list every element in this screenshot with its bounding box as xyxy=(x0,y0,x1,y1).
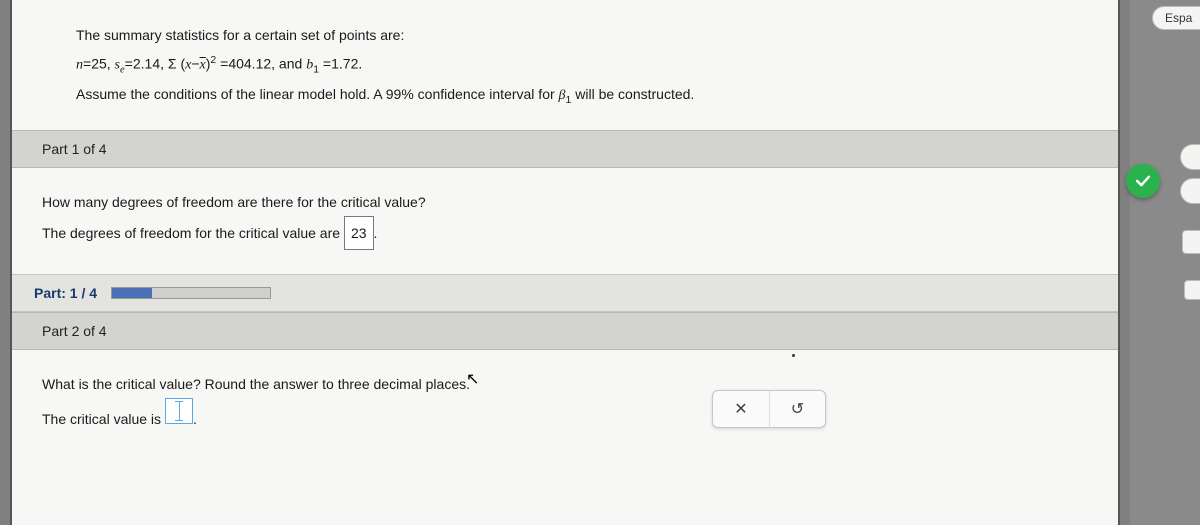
intro-line-3: Assume the conditions of the linear mode… xyxy=(76,83,1054,110)
clear-button[interactable]: ✕ xyxy=(713,391,769,427)
reset-button[interactable]: ↺ xyxy=(769,391,825,427)
intro-line-2: n=25, se=2.14, Σ (x−x)2 =404.12, and b1 … xyxy=(76,52,1054,79)
dot xyxy=(792,354,795,357)
question-page: The summary statistics for a certain set… xyxy=(10,0,1120,525)
part-1-header: Part 1 of 4 xyxy=(12,130,1118,168)
problem-statement: The summary statistics for a certain set… xyxy=(12,0,1118,130)
part-1-body: How many degrees of freedom are there fo… xyxy=(12,168,1118,274)
rail-button-1[interactable] xyxy=(1180,144,1200,170)
progress-row: Part: 1 / 4 xyxy=(12,274,1118,312)
rail-button-3[interactable] xyxy=(1182,230,1200,254)
rail-button-2[interactable] xyxy=(1180,178,1200,204)
part-1-answer-input[interactable]: 23 xyxy=(344,216,374,250)
correct-check-badge xyxy=(1126,164,1160,198)
x-icon: ✕ xyxy=(734,399,747,419)
part-1-question: How many degrees of freedom are there fo… xyxy=(42,188,1088,216)
part-1-answer-line: The degrees of freedom for the critical … xyxy=(42,216,1088,250)
part-2-question: What is the critical value? Round the an… xyxy=(42,370,1088,398)
part-2-answer-line: The critical value is . xyxy=(42,398,1088,433)
progress-track xyxy=(111,287,271,299)
part-2-body: What is the critical value? Round the an… xyxy=(12,350,1118,457)
progress-fill xyxy=(112,288,152,298)
language-button[interactable]: Espa xyxy=(1152,6,1200,30)
right-rail: Espa xyxy=(1130,0,1200,525)
undo-icon: ↺ xyxy=(791,399,804,419)
check-icon xyxy=(1133,171,1153,191)
rail-button-4[interactable] xyxy=(1184,280,1200,300)
intro-line-1: The summary statistics for a certain set… xyxy=(76,24,1054,48)
part-2-header: Part 2 of 4 xyxy=(12,312,1118,350)
answer-toolbar: ✕ ↺ xyxy=(712,390,826,428)
part-2-answer-input[interactable] xyxy=(165,398,193,424)
progress-label: Part: 1 / 4 xyxy=(34,285,97,301)
